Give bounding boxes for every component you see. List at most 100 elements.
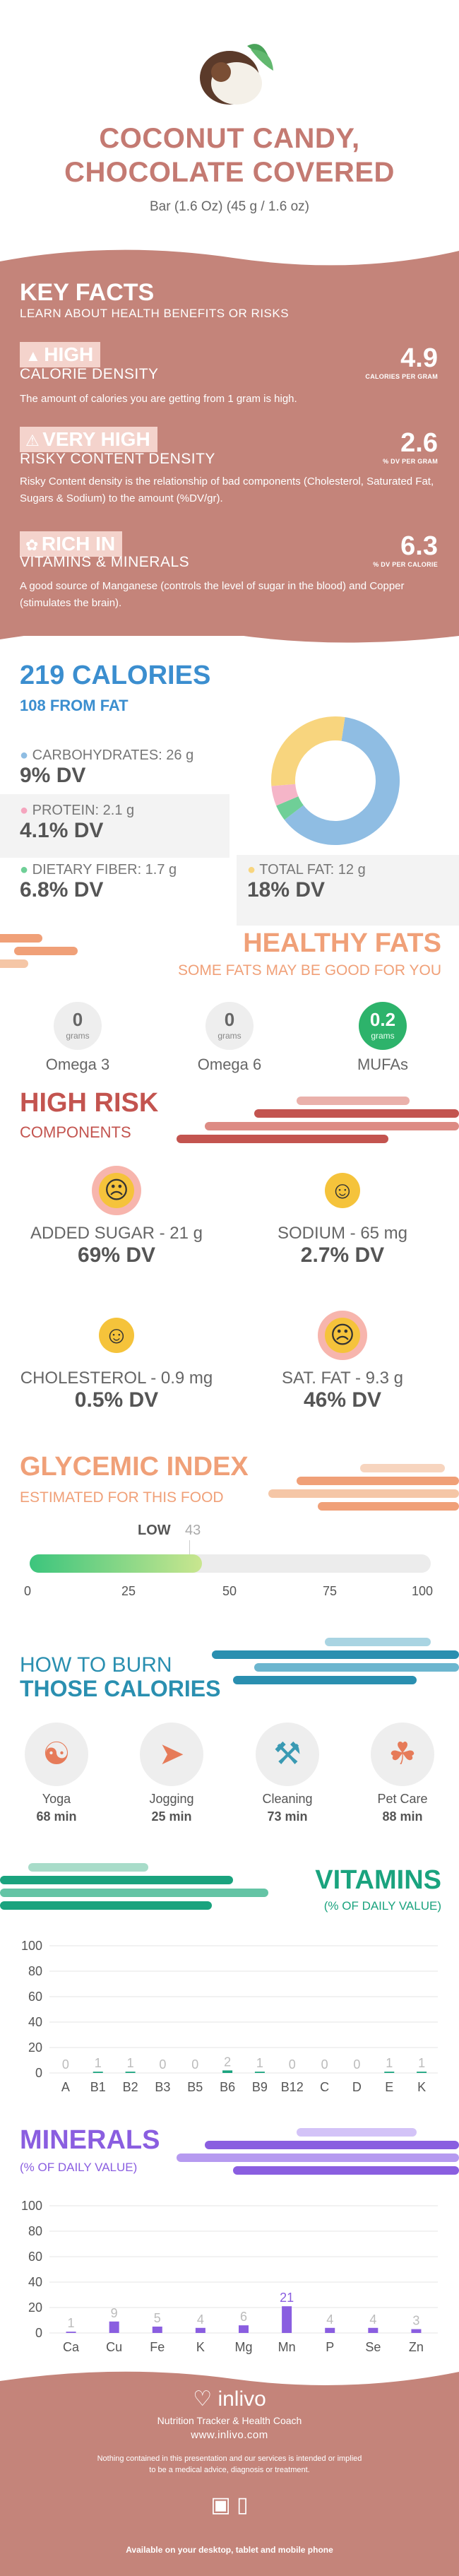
bar-B2: [125, 2072, 136, 2073]
fat-label: TOTAL FAT: 12 g: [259, 862, 366, 878]
risk-dv: 69% DV: [77, 1243, 156, 1267]
bar-value-label: 0: [321, 2057, 328, 2072]
risk-face-bg: ☹: [318, 1311, 367, 1360]
food-image: [180, 28, 279, 113]
x-tick-label: A: [61, 2080, 70, 2094]
bar-value-label: 0: [191, 2057, 198, 2072]
bar-value-label: 21: [280, 2291, 294, 2305]
fat-bg: [237, 855, 459, 926]
fat-value: 0.2: [369, 1009, 396, 1030]
calorie-donut-chart: [271, 716, 400, 845]
x-tick-label: E: [385, 2080, 393, 2094]
decor-stripe: [254, 1109, 459, 1118]
fat-value: 0: [72, 1009, 83, 1030]
page-title-line2: CHOCOLATE COVERED: [64, 157, 395, 188]
fact-calorie-density: ▲ HIGH: [20, 342, 101, 367]
serving-size: Bar (1.6 Oz) (45 g / 1.6 oz): [150, 199, 309, 214]
burn-yoga: ☯ Yoga 68 min: [18, 1723, 95, 1824]
fact-level: VERY HIGH: [42, 428, 150, 450]
key-facts-subtitle: LEARN ABOUT HEALTH BENEFITS OR RISKS: [20, 307, 290, 320]
fat-block: ● TOTAL FAT: 12 g 18% DV: [247, 862, 366, 902]
bar-value-label: 5: [154, 2311, 161, 2325]
x-tick-label: B3: [155, 2080, 170, 2094]
burn-cleaning: ⚒ Cleaning 73 min: [249, 1723, 326, 1824]
fat-mufas: 0.2 grams MUFAs: [340, 1002, 425, 1074]
fat-unit: grams: [217, 1031, 242, 1041]
bar-Se: [368, 2327, 378, 2333]
decor-stripe: [297, 1097, 410, 1105]
brand-name: inlivo: [217, 2387, 266, 2411]
decor-stripe: [360, 1464, 445, 1472]
decor-stripe: [297, 2128, 417, 2137]
footer-url[interactable]: www.inlivo.com: [191, 2429, 268, 2441]
bar-value-label: 4: [197, 2312, 204, 2327]
bar-K: [417, 2072, 427, 2073]
risk-face-bg: ☺: [318, 1166, 367, 1215]
decor-stripe: [14, 947, 78, 955]
happy-face-icon: ☺: [99, 1318, 134, 1353]
key-facts-title: KEY FACTS: [20, 279, 155, 306]
glycemic-title: GLYCEMIC INDEX: [20, 1452, 249, 1482]
carbs-block: ● CARBOHYDRATES: 26 g 9% DV: [20, 748, 193, 788]
y-tick-label: 80: [28, 1964, 42, 1978]
bar-value-label: 0: [159, 2057, 166, 2072]
fat-label: Omega 6: [197, 1056, 262, 1073]
y-tick-label: 100: [21, 1939, 42, 1953]
fact-description: Risky Content density is the relationshi…: [20, 475, 434, 504]
decor-stripe: [205, 1122, 459, 1130]
bar-B1: [93, 2072, 103, 2073]
glycemic-fill: [30, 1554, 203, 1573]
vitamins-bar-chart: 0 20 40 60 80 100 0 A 1 B1 1 B2 0 B3 0 B5 2 B6 1 B9 0 B12 0 C 0 D…: [21, 1939, 438, 2094]
x-tick-label: Zn: [409, 2340, 424, 2354]
key-facts-bottom-wave: [0, 615, 459, 643]
fact-label: RISKY CONTENT DENSITY: [20, 451, 215, 467]
x-tick-label: Fe: [150, 2340, 165, 2354]
footer-background: [0, 2371, 459, 2576]
glycemic-tick: 0: [24, 1584, 32, 1598]
fact-label: CALORIE DENSITY: [20, 366, 159, 382]
donut-slice-carbs: [284, 717, 400, 845]
leaf-icon: ✿: [25, 536, 39, 554]
fact-badge: ▲ HIGH: [20, 342, 101, 367]
decor-stripe: [0, 959, 28, 968]
risk-sat-fat: ☹ SAT. FAT - 9.3 g 46% DV: [240, 1311, 445, 1412]
y-tick-label: 20: [28, 2040, 42, 2055]
bar-value-label: 1: [68, 2316, 75, 2330]
decor-stripe: [318, 1502, 459, 1511]
risk-label: SODIUM - 65 mg: [277, 1224, 408, 1243]
fat-circle: 0 grams: [54, 1002, 102, 1050]
decor-stripe: [325, 1638, 431, 1646]
fiber-dv: 6.8% DV: [20, 878, 104, 902]
protein-block: ● PROTEIN: 2.1 g 4.1% DV: [20, 803, 134, 843]
decor-stripe: [297, 1477, 459, 1485]
glycemic-tick: 100: [412, 1584, 434, 1598]
bar-Fe: [152, 2327, 162, 2333]
x-tick-label: K: [196, 2340, 205, 2354]
x-tick-label: C: [320, 2080, 329, 2094]
heart-icon: ♡: [193, 2387, 213, 2411]
bar-Mg: [239, 2325, 249, 2333]
fact-level: HIGH: [44, 343, 94, 365]
activity-label: Pet Care: [377, 1792, 428, 1806]
bar-value-label: 1: [256, 2056, 263, 2070]
calories-subtitle: 108 FROM FAT: [20, 697, 129, 714]
footer-brand: ♡ inlivo: [0, 2387, 459, 2411]
activity-time: 25 min: [151, 1809, 192, 1824]
x-tick-label: B6: [220, 2080, 235, 2094]
glycemic-tick: 75: [323, 1584, 338, 1598]
sad-face-icon: ☹: [99, 1173, 134, 1208]
risk-dv: 0.5% DV: [74, 1388, 159, 1412]
y-tick-label: 40: [28, 2015, 42, 2029]
y-tick-label: 0: [35, 2066, 42, 2080]
footer-disclaimer-2: to be a medical advice, diagnosis or tre…: [149, 2466, 310, 2474]
sad-face-icon: ☹: [325, 1318, 360, 1353]
fat-circle: 0 grams: [205, 1002, 254, 1050]
healthy-fats-subtitle: SOME FATS MAY BE GOOD FOR YOU: [177, 962, 441, 979]
y-tick-label: 100: [21, 2199, 42, 2213]
x-tick-label: K: [417, 2080, 426, 2094]
bar-K: [195, 2327, 205, 2333]
high-risk-subtitle: COMPONENTS: [20, 1123, 131, 1141]
yoga-icon: ☯: [25, 1723, 88, 1786]
fat-dv: 18% DV: [247, 878, 326, 902]
glycemic-tick: 50: [222, 1584, 237, 1598]
